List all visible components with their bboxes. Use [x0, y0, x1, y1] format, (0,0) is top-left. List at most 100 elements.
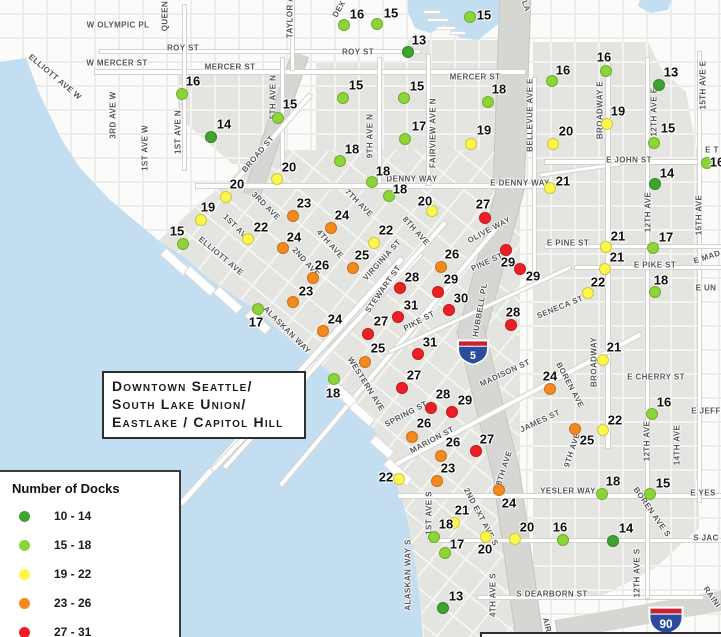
dock-dot [514, 263, 526, 275]
dock-count-label: 23 [298, 283, 314, 299]
street-label: 4TH AVE S [488, 572, 498, 618]
dock-count-label: 19 [200, 199, 216, 215]
legend-item-label: 27 - 31 [54, 625, 92, 637]
dock-dot [653, 79, 665, 91]
street-label: 15TH AVE E [698, 60, 708, 110]
dock-count-label: 18 [325, 385, 341, 401]
dock-dot [569, 423, 581, 435]
dock-dot [479, 212, 491, 224]
dock-count-label: 21 [610, 228, 626, 244]
road-line [575, 266, 721, 269]
street-label: S JAC [693, 533, 719, 543]
dock-dot [601, 118, 613, 130]
dock-count-label: 24 [542, 368, 558, 384]
dock-count-label: 20 [417, 193, 433, 209]
legend-dot [19, 540, 30, 551]
interstate-shield-icon: 5 [457, 338, 489, 366]
dock-count-label: 18 [375, 163, 391, 179]
dock-dot [599, 263, 611, 275]
dock-dot [399, 133, 411, 145]
street-label: 12TH AVE [642, 420, 652, 462]
street-label: 15TH AVE [694, 194, 704, 236]
dock-dot [177, 238, 189, 250]
dock-count-label: 25 [579, 432, 595, 448]
dock-count-label: 19 [476, 122, 492, 138]
street-label: BELLEVUE AVE E [525, 78, 535, 152]
dock-dot [325, 222, 337, 234]
street-label: ALASKAN WAY S [403, 539, 413, 611]
dock-count-label: 20 [281, 159, 297, 175]
dock-dot [425, 402, 437, 414]
dock-dot [546, 75, 558, 87]
dock-dot [307, 272, 319, 284]
legend-item: 23 - 26 [0, 594, 179, 614]
dock-dot [392, 311, 404, 323]
dock-count-label: 22 [607, 412, 623, 428]
dock-dot [406, 431, 418, 443]
dock-dot [547, 138, 559, 150]
dock-dot [437, 602, 449, 614]
dock-count-label: 16 [709, 154, 721, 170]
road-line [281, 58, 284, 168]
dock-count-label: 15 [409, 78, 425, 94]
legend-item: 10 - 14 [0, 507, 179, 527]
dock-count-label: 18 [392, 181, 408, 197]
road-line [545, 160, 721, 164]
dock-dot [176, 88, 188, 100]
dock-dot [509, 533, 521, 545]
street-label: YESLER WAY [540, 486, 596, 496]
street-label: E PINE ST [546, 238, 590, 248]
dock-count-label: 14 [659, 165, 675, 181]
dock-count-label: 20 [477, 541, 493, 557]
street-label: FAIRVIEW AVE N [428, 98, 438, 168]
dock-count-label: 31 [403, 297, 419, 313]
dock-dot [402, 46, 414, 58]
street-label: 3RD AVE W [108, 91, 118, 139]
dock-dot [366, 176, 378, 188]
dock-dot [277, 242, 289, 254]
street-label: E PIKE ST [633, 260, 677, 270]
dock-count-label: 19 [610, 103, 626, 119]
road-line [291, 0, 294, 70]
dock-count-label: 17 [411, 118, 427, 134]
road-line [95, 70, 525, 74]
street-label: 1ST AVE W [140, 125, 150, 171]
dock-count-label: 22 [378, 222, 394, 238]
dock-count-label: 15 [282, 96, 298, 112]
dock-dot [338, 19, 350, 31]
road-line [533, 78, 536, 273]
road-line [478, 596, 703, 599]
dock-count-label: 23 [296, 195, 312, 211]
dock-dot [195, 214, 207, 226]
street-label: 12TH AVE E [649, 87, 659, 137]
dock-dot [431, 475, 443, 487]
road-line [427, 55, 430, 185]
dock-dot [317, 325, 329, 337]
dock-count-label: 18 [438, 516, 454, 532]
dock-dot [435, 450, 447, 462]
dock-count-label: 26 [314, 257, 330, 273]
dock-count-label: 13 [448, 588, 464, 604]
road-line [428, 539, 721, 542]
dock-count-label: 22 [378, 469, 394, 485]
area-label-line: Eastlake / Capitol Hill [112, 414, 284, 430]
dock-count-label: 16 [596, 49, 612, 65]
dock-count-label: 14 [216, 116, 232, 132]
dock-count-label: 20 [519, 519, 535, 535]
dock-dot [647, 242, 659, 254]
dock-dot [426, 205, 438, 217]
dock-dot [482, 96, 494, 108]
area-label-line: South Lake Union/ [112, 396, 247, 412]
dock-dot [334, 155, 346, 167]
street-label: E JEFF [691, 406, 721, 416]
dock-count-label: 13 [411, 32, 427, 48]
partial-box-edge [480, 632, 721, 637]
dock-count-label: 16 [349, 6, 365, 22]
dock-dot [205, 131, 217, 143]
dock-count-label: 24 [334, 207, 350, 223]
dock-count-label: 30 [453, 290, 469, 306]
dock-dot [648, 137, 660, 149]
